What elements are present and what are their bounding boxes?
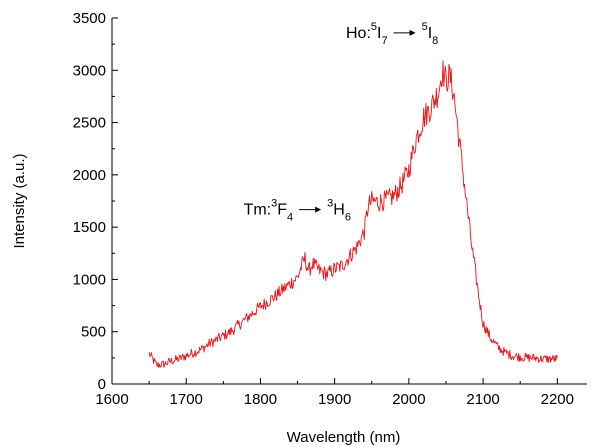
x-axis-label: Wavelength (nm) — [287, 429, 401, 446]
annotation-prefix: Tm: — [244, 202, 272, 219]
y-tick-label: 3500 — [73, 10, 106, 27]
annotation-subscript: 8 — [432, 35, 438, 47]
ho-transition-label: Ho: 5 I 75 I 8 — [346, 21, 438, 47]
annotation-superscript: 5 — [371, 21, 377, 33]
annotation-term: F — [277, 202, 287, 219]
x-tick-label: 1600 — [95, 391, 128, 408]
x-tick-label: 1700 — [170, 391, 203, 408]
axes: 1600 1700 1800 1900 2000 2100 2200 0 500 1000 1500… — [73, 10, 587, 408]
y-axis-label: Intensity (a.u.) — [11, 153, 28, 248]
y-tick-label: 2500 — [73, 115, 106, 132]
x-tick-label: 1900 — [318, 391, 351, 408]
transition-arrow-head — [409, 29, 416, 36]
annotation-prefix: Ho: — [346, 25, 371, 42]
tm-transition-label: Tm: 3 F 43 H 6 — [244, 198, 351, 224]
x-tick-label: 2100 — [466, 391, 499, 408]
annotation-superscript: 3 — [271, 198, 277, 210]
y-tick-label: 0 — [98, 376, 106, 393]
series-line — [148, 60, 558, 368]
annotation-term: H — [333, 202, 345, 219]
annotation-superscript: 5 — [422, 21, 428, 33]
y-tick-label: 500 — [81, 324, 106, 341]
annotation-subscript: 7 — [381, 35, 387, 47]
x-tick-label: 2200 — [541, 391, 574, 408]
y-tick-label: 2000 — [73, 167, 106, 184]
x-tick-label: 2000 — [392, 391, 425, 408]
annotation-subscript: 4 — [287, 212, 293, 224]
y-tick-label: 1000 — [73, 271, 106, 288]
y-tick-label: 1500 — [73, 219, 106, 236]
x-tick-label: 1800 — [244, 391, 277, 408]
annotation-superscript: 3 — [327, 198, 333, 210]
annotation-term: I — [377, 25, 381, 42]
y-tick-label: 3000 — [73, 62, 106, 79]
series-group — [148, 60, 558, 368]
transition-arrow-head — [315, 206, 322, 213]
annotations: Tm: 3 F 43 H 6Ho: 5 I 75 I 8 — [244, 21, 439, 224]
annotation-term: I — [428, 25, 432, 42]
annotation-subscript: 6 — [345, 212, 351, 224]
